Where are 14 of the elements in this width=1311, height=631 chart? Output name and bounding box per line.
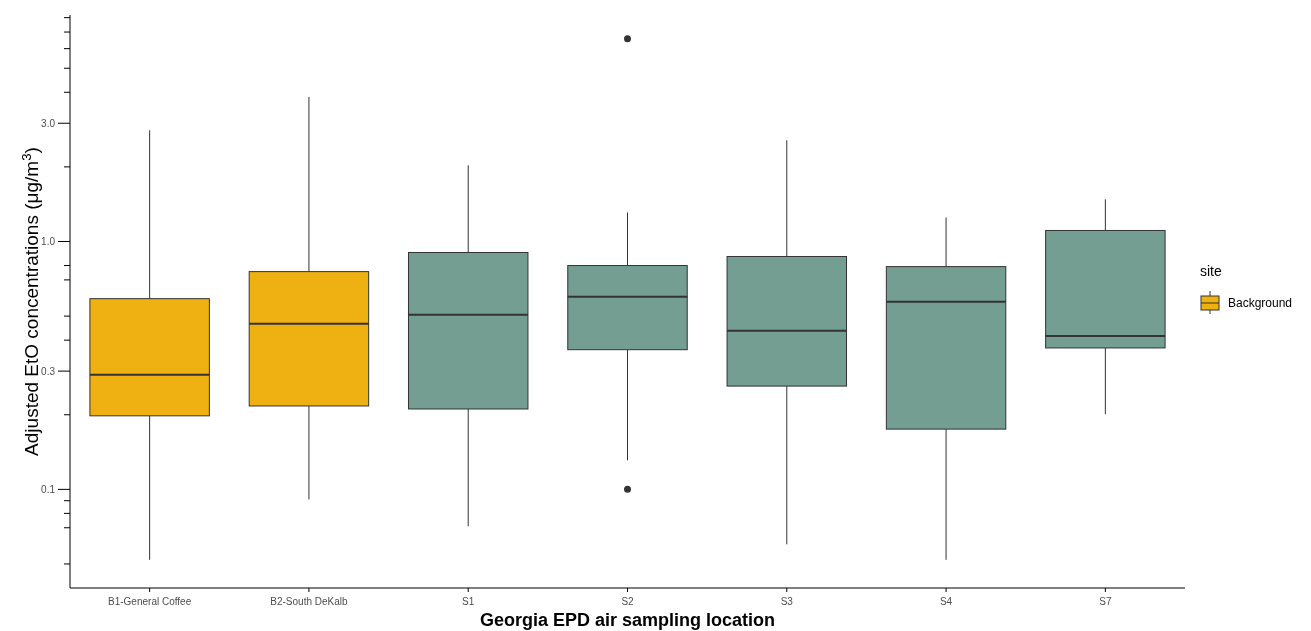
x-tick-label: B1-General Coffee <box>108 596 192 607</box>
y-tick-label: 3.0 <box>41 117 56 129</box>
x-tick-label: S7 <box>1099 596 1112 607</box>
y-tick-label: 0.1 <box>41 483 56 495</box>
y-tick-label: 0.3 <box>41 365 56 377</box>
x-tick-label: S1 <box>462 596 475 607</box>
legend-title: site <box>1200 263 1222 279</box>
x-tick-label: S3 <box>780 596 794 607</box>
legend-label: Background <box>1228 296 1293 311</box>
y-tick-label: 1.0 <box>41 236 56 247</box>
x-tick-label: B2-South DeKalb <box>270 596 348 607</box>
x-axis-title: Georgia EPD air sampling location <box>479 610 776 630</box>
x-tick-label: S4 <box>939 596 953 607</box>
x-tick-label: S2 <box>621 596 635 607</box>
